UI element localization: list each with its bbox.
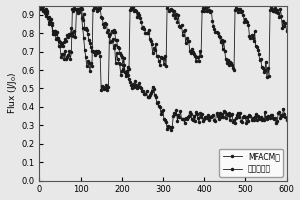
Line: MFACM膜: MFACM膜 — [38, 3, 289, 79]
传统陶瓷膜 — [132, 86, 136, 88]
MFACM膜 — [284, 21, 287, 24]
MFACM膜 — [180, 23, 183, 26]
MFACM膜 — [65, 34, 69, 37]
MFACM膜 — [221, 48, 224, 50]
MFACM膜 — [38, 7, 41, 10]
Y-axis label: Flux (J/J$_0$): Flux (J/J$_0$) — [6, 72, 19, 114]
传统陶瓷膜 — [285, 118, 288, 121]
MFACM膜 — [265, 76, 269, 78]
传统陶瓷膜 — [222, 110, 226, 113]
Line: 传统陶瓷膜: 传统陶瓷膜 — [38, 5, 289, 132]
Legend: MFACM膜, 传统陶瓷膜: MFACM膜, 传统陶瓷膜 — [220, 149, 283, 177]
传统陶瓷膜 — [79, 6, 83, 9]
MFACM膜 — [166, 4, 170, 6]
传统陶瓷膜 — [169, 129, 173, 131]
MFACM膜 — [285, 29, 288, 32]
传统陶瓷膜 — [65, 55, 69, 58]
MFACM膜 — [237, 8, 241, 10]
传统陶瓷膜 — [238, 111, 242, 114]
传统陶瓷膜 — [38, 8, 41, 11]
传统陶瓷膜 — [181, 118, 184, 121]
MFACM膜 — [131, 6, 135, 9]
传统陶瓷膜 — [284, 116, 287, 119]
